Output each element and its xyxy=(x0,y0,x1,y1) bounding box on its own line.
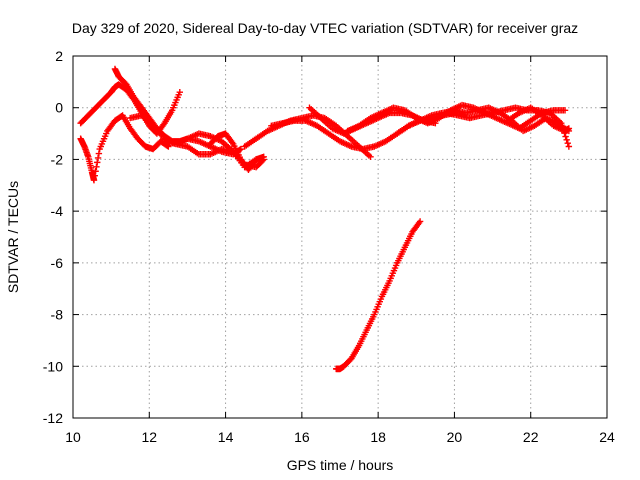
x-axis-label: GPS time / hours xyxy=(287,457,394,473)
y-tick-label: -6 xyxy=(51,255,64,271)
data-point xyxy=(564,139,571,147)
data-point xyxy=(416,218,424,225)
y-tick-label: -10 xyxy=(43,358,63,374)
data-point xyxy=(176,89,183,96)
y-tick-label: -12 xyxy=(43,410,63,426)
data-point xyxy=(252,156,260,163)
series-arc-2 xyxy=(77,112,172,184)
y-tick-label: -4 xyxy=(51,203,64,219)
data-point xyxy=(565,125,573,132)
data-point xyxy=(562,133,569,140)
y-tick-label: -2 xyxy=(51,151,64,167)
data-point xyxy=(91,172,98,179)
x-tick-label: 22 xyxy=(523,429,539,445)
x-tick-label: 20 xyxy=(447,429,463,445)
plot-frame xyxy=(72,55,608,419)
x-tick-label: 10 xyxy=(65,429,81,445)
data-point xyxy=(90,176,98,184)
x-tick-label: 16 xyxy=(294,429,310,445)
data-point xyxy=(563,136,570,144)
data-point xyxy=(367,153,374,161)
data-point xyxy=(93,163,100,171)
data-point xyxy=(94,159,101,166)
y-axis-label: SDTVAR / TECUs xyxy=(5,181,21,293)
data-point xyxy=(95,150,103,157)
data-point xyxy=(237,145,245,153)
x-tick-label: 24 xyxy=(599,429,615,445)
data-point xyxy=(260,153,267,161)
series-arc-13 xyxy=(504,104,573,135)
y-tick-label: -8 xyxy=(51,307,64,323)
series-arc-6 xyxy=(207,130,260,173)
data-marks xyxy=(77,65,573,373)
x-tick-label: 18 xyxy=(370,429,386,445)
data-point xyxy=(92,168,99,175)
y-tick-label: 0 xyxy=(55,100,63,116)
y-tick-label: 2 xyxy=(55,48,63,64)
x-tick-label: 12 xyxy=(141,429,157,445)
data-point xyxy=(94,154,102,162)
chart-title: Day 329 of 2020, Sidereal Day-to-day VTE… xyxy=(72,20,578,36)
data-point xyxy=(558,120,565,127)
data-point xyxy=(561,107,569,114)
series-arc-14 xyxy=(332,218,424,373)
x-tick-label: 14 xyxy=(218,429,234,445)
data-point xyxy=(565,143,573,150)
